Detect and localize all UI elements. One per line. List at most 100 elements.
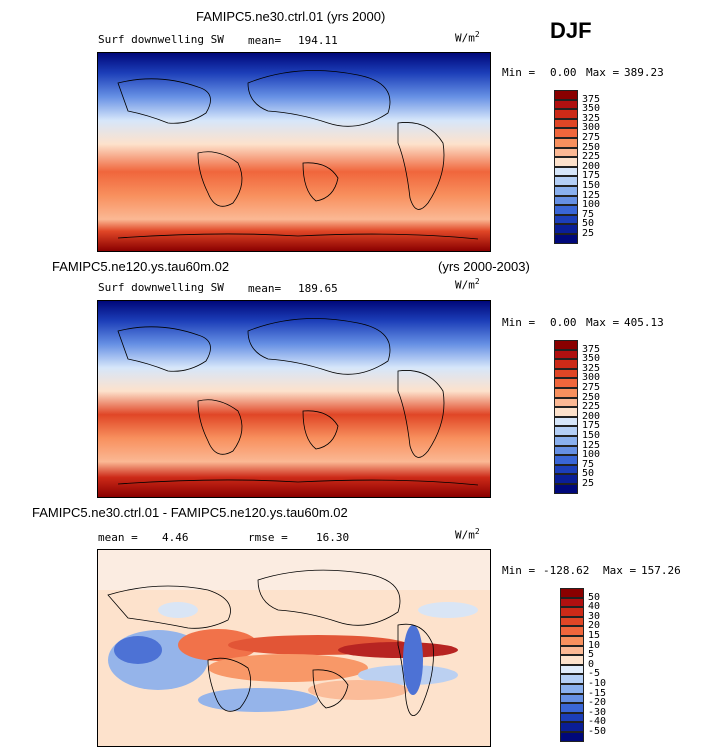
colorbar-swatch	[560, 664, 584, 675]
panel3-mean-label: mean =	[98, 531, 138, 544]
colorbar-swatch	[554, 147, 578, 158]
colorbar-label: 30	[588, 610, 601, 622]
colorbar-label: 325	[582, 362, 601, 374]
panel1-min-label: Min =	[502, 66, 536, 79]
panel2-mean-value: 189.65	[298, 282, 338, 295]
panel2-case-name: FAMIPC5.ne120.ys.tau60m.02	[52, 259, 230, 274]
colorbar-label: -15	[588, 687, 607, 699]
season-label: DJF	[550, 18, 592, 43]
panel2-colorbar: 375 350 325 300 275 250 225 200 175 150 125 100 75 50…	[554, 340, 614, 494]
colorbar-label: 40	[588, 601, 601, 613]
colorbar-label: 25	[582, 228, 595, 239]
colorbar-swatch	[554, 378, 578, 388]
panel2-units: W/m2	[455, 277, 480, 292]
colorbar-label: 5	[588, 649, 595, 661]
panel2-map	[97, 300, 491, 498]
panel2-variable: Surf downwelling SW	[98, 281, 224, 294]
colorbar-label: -30	[588, 706, 607, 718]
panel1-max-value: 389.23	[624, 66, 664, 79]
panel2-mean-label: mean=	[248, 282, 282, 295]
colorbar-label: 50	[588, 591, 601, 603]
colorbar-swatch	[560, 674, 584, 684]
colorbar-label: 250	[582, 141, 601, 153]
colorbar-swatch	[554, 166, 578, 177]
colorbar-label: 200	[582, 160, 601, 172]
colorbar-label: 350	[582, 103, 601, 115]
panel3-max-value: 157.26	[641, 564, 681, 577]
panel2-min-label: Min =	[502, 316, 536, 329]
panel3-map	[97, 549, 491, 747]
colorbar-swatch	[554, 484, 578, 494]
panel3-min-value: -128.62	[543, 564, 590, 577]
colorbar-label: 375	[582, 343, 601, 355]
panel3-rmse-label: rmse =	[248, 531, 288, 544]
colorbar-label: 100	[582, 199, 601, 211]
colorbar-label: 250	[582, 391, 601, 403]
colorbar-swatch	[554, 138, 578, 148]
panel2-max-value: 405.13	[624, 316, 664, 329]
colorbar-swatch	[554, 416, 578, 427]
colorbar-swatch	[560, 722, 584, 732]
colorbar-swatch	[554, 349, 578, 360]
colorbar-label: 300	[582, 122, 601, 134]
colorbar-swatch	[560, 732, 584, 742]
colorbar-label: 150	[582, 180, 601, 191]
colorbar-label: 325	[582, 112, 601, 124]
colorbar-label: 15	[588, 630, 601, 641]
colorbar-swatch	[560, 607, 584, 617]
colorbar-label: 375	[582, 93, 601, 105]
panel3-title: FAMIPC5.ne30.ctrl.01 - FAMIPC5.ne120.ys.…	[32, 505, 348, 520]
colorbar-swatch	[560, 645, 584, 656]
colorbar-label: 50	[582, 468, 595, 480]
colorbar-swatch	[560, 684, 584, 694]
panel1-min-value: 0.00	[550, 66, 577, 79]
colorbar-label: 50	[582, 218, 595, 230]
colorbar-swatch	[554, 359, 578, 369]
colorbar-label: 225	[582, 401, 601, 413]
colorbar-label: 125	[582, 439, 601, 451]
colorbar-swatch	[554, 90, 578, 100]
colorbar-label: 20	[588, 620, 601, 632]
colorbar-swatch	[554, 455, 578, 465]
colorbar-swatch	[560, 655, 584, 665]
colorbar-label: 75	[582, 458, 595, 470]
colorbar-label: 175	[582, 420, 601, 432]
panel1-mean-label: mean=	[248, 34, 282, 47]
panel3-units: W/m2	[455, 527, 480, 542]
colorbar-label: 125	[582, 189, 601, 201]
panel1-max-label: Max =	[586, 66, 620, 79]
colorbar-label: 100	[582, 449, 601, 461]
panel1-title: FAMIPC5.ne30.ctrl.01 (yrs 2000)	[196, 9, 386, 24]
panel1-mean-value: 194.11	[298, 34, 338, 47]
colorbar-label: 10	[588, 639, 601, 651]
colorbar-label: 25	[582, 478, 595, 489]
colorbar-swatch	[560, 636, 584, 646]
colorbar-label: -5	[588, 668, 601, 680]
panel1-units: W/m2	[455, 30, 480, 45]
colorbar-label: 75	[582, 208, 595, 220]
colorbar-label: 350	[582, 353, 601, 365]
colorbar-swatch	[554, 186, 578, 196]
colorbar-swatch	[560, 588, 584, 598]
colorbar-swatch	[554, 99, 578, 110]
panel1-variable: Surf downwelling SW	[98, 33, 224, 46]
panel3-mean-value: 4.46	[162, 531, 189, 544]
colorbar-label: 300	[582, 372, 601, 384]
panel2-min-value: 0.00	[550, 316, 577, 329]
colorbar-swatch	[554, 426, 578, 436]
panel1-colorbar: 375 350 325 300 275 250 225 200 175 150 125 100 75 50…	[554, 90, 614, 244]
panel3-rmse-value: 16.30	[316, 531, 350, 544]
colorbar-label: 275	[582, 382, 601, 393]
colorbar-swatch	[554, 407, 578, 417]
colorbar-swatch	[554, 214, 578, 225]
colorbar-label: -20	[588, 697, 607, 709]
colorbar-swatch	[554, 128, 578, 138]
colorbar-label: 175	[582, 170, 601, 182]
colorbar-label: -40	[588, 716, 607, 728]
colorbar-label: 275	[582, 132, 601, 143]
colorbar-swatch	[554, 340, 578, 350]
colorbar-swatch	[554, 118, 578, 129]
colorbar-swatch	[554, 464, 578, 475]
colorbar-swatch	[554, 234, 578, 244]
colorbar-swatch	[560, 693, 584, 704]
